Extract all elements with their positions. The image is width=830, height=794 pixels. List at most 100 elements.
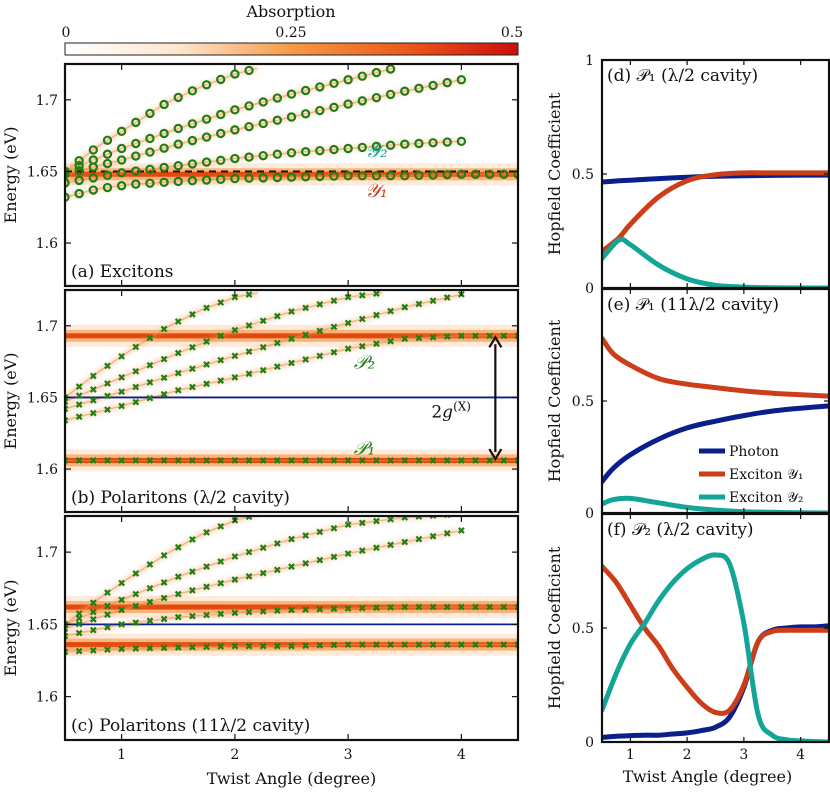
data-point-cross	[443, 603, 451, 611]
data-point-cross	[288, 359, 295, 367]
data-point-cross	[89, 409, 97, 417]
colorbar-tick-0: 0	[62, 25, 71, 41]
data-point-cross	[387, 457, 394, 464]
data-point-circle	[173, 92, 183, 103]
data-point-circle	[131, 179, 141, 189]
data-point-circle	[201, 157, 212, 167]
data-point-cross	[75, 610, 83, 617]
data-point-circle	[216, 174, 226, 184]
data-point-cross	[65, 457, 69, 464]
data-point-circle	[187, 176, 198, 186]
data-point-cross	[429, 297, 437, 305]
data-point-cross	[217, 356, 225, 364]
data-point-circle	[385, 140, 396, 150]
data-point-cross	[75, 392, 83, 400]
panel-e-hopfield-p1-eleven-half: 0 0.5 Hopfield Coefficient (e) 𝒫₁ (11λ/2 ca…	[545, 287, 830, 522]
data-point-circle	[258, 118, 268, 129]
data-point-cross	[231, 352, 239, 360]
panel-a-excitons: 1.6 1.65 1.7 Energy (eV) (a) Excitons 𝒴₂ 𝒴₁	[1, 62, 520, 288]
data-point-cross	[174, 613, 182, 621]
data-point-circle	[272, 149, 283, 159]
data-point-cross	[231, 553, 239, 560]
data-point-cross	[443, 333, 451, 340]
data-point-cross	[288, 535, 295, 543]
data-point-cross	[245, 548, 253, 556]
x-tick-label: 3	[739, 747, 748, 763]
line-series-photon	[602, 403, 829, 485]
data-point-cross	[358, 315, 366, 323]
plot-area	[602, 552, 829, 742]
data-point-cross	[457, 332, 465, 340]
data-point-cross	[146, 394, 154, 402]
data-point-circle	[230, 173, 240, 184]
data-point-cross	[358, 604, 366, 612]
data-point-cross	[189, 612, 196, 620]
data-point-cross	[288, 335, 295, 343]
data-point-cross	[316, 457, 324, 464]
data-point-circle	[315, 171, 325, 182]
data-point-cross	[75, 647, 83, 655]
data-point-cross	[245, 322, 253, 329]
marker-series-4	[65, 291, 253, 401]
panel-d-hopfield-p1-half: 0 0.5 1 Hopfield Coefficient (d) 𝒫₁ (λ/2 cav…	[545, 53, 830, 297]
data-point-cross	[146, 334, 154, 342]
legend-label: Photon	[729, 444, 779, 460]
y-tick-label: 0.5	[572, 621, 594, 637]
data-point-circle	[131, 117, 141, 128]
data-point-cross	[75, 413, 83, 421]
data-point-cross	[415, 457, 423, 464]
data-point-cross	[203, 338, 210, 345]
colorbar-tick-05: 0.5	[501, 25, 523, 41]
data-point-circle	[131, 166, 141, 176]
data-point-cross	[203, 529, 210, 536]
data-point-circle	[116, 168, 127, 178]
data-point-cross	[203, 563, 210, 570]
data-point-cross	[160, 374, 168, 382]
data-point-circle	[145, 164, 155, 174]
data-point-circle	[286, 112, 297, 122]
label-p2: 𝒫₂	[354, 352, 375, 374]
data-point-circle	[343, 75, 353, 85]
y-axis-label: Energy (eV)	[1, 127, 20, 224]
data-point-cross	[132, 590, 140, 598]
data-point-cross	[89, 647, 97, 654]
data-point-cross	[344, 293, 352, 301]
data-point-cross	[203, 304, 210, 312]
data-point-cross	[203, 380, 210, 388]
data-point-cross	[330, 457, 338, 464]
data-point-circle	[258, 97, 268, 107]
data-point-circle	[385, 64, 396, 74]
data-point-cross	[160, 390, 168, 398]
plot-frame	[63, 62, 520, 288]
data-point-circle	[159, 99, 169, 110]
y-tick-label: 1.7	[36, 93, 58, 109]
data-point-circle	[102, 182, 113, 193]
data-point-cross	[429, 603, 437, 611]
data-point-cross	[189, 643, 196, 651]
data-point-cross	[344, 319, 352, 327]
data-point-cross	[203, 457, 210, 464]
data-point-circle	[88, 173, 99, 183]
data-point-cross	[118, 388, 126, 396]
data-point-cross	[104, 380, 111, 387]
data-point-circle	[187, 135, 198, 146]
x-tick-label: 3	[344, 747, 353, 763]
data-point-cross	[75, 629, 83, 637]
data-point-cross	[373, 457, 380, 464]
line-series-exciton-𝒴₁	[602, 563, 829, 716]
data-point-cross	[217, 558, 225, 565]
data-point-cross	[146, 617, 154, 625]
plot-background	[65, 516, 518, 740]
data-point-cross	[273, 457, 281, 464]
data-point-cross	[118, 402, 126, 410]
data-point-cross	[245, 291, 253, 298]
data-point-circle	[329, 102, 339, 113]
data-point-circle	[173, 176, 183, 187]
data-point-circle	[442, 77, 452, 88]
data-point-cross	[273, 363, 281, 371]
data-point-cross	[132, 602, 140, 610]
data-point-circle	[131, 138, 141, 149]
data-point-cross	[316, 556, 324, 564]
marker-series-0	[65, 457, 518, 464]
data-point-cross	[344, 457, 352, 464]
